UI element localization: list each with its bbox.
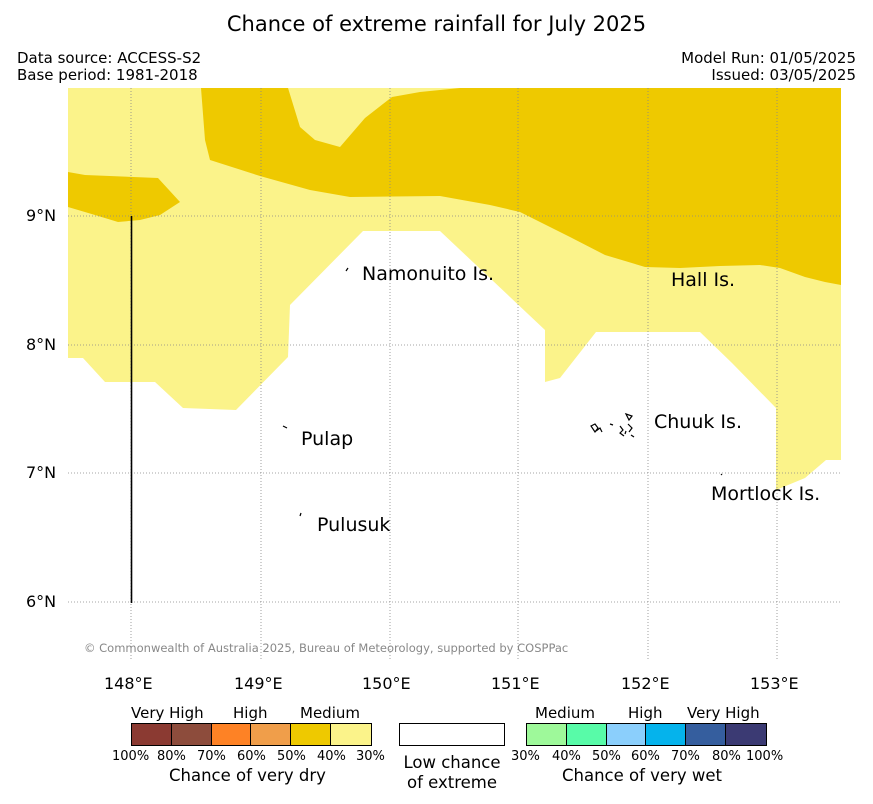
lon-label-148e: 148°E — [104, 674, 153, 693]
wet-tick-30: 30% — [511, 749, 540, 764]
dry-tick-50: 50% — [277, 749, 306, 764]
wet-swatch-2 — [606, 724, 647, 745]
wet-swatch-0 — [527, 724, 567, 745]
pulap-island-mark — [282, 425, 288, 429]
lat-label-6n: 6°N — [26, 592, 57, 611]
chuuk-island-marks — [590, 412, 635, 438]
dry-swatch-1 — [171, 724, 212, 745]
place-namonuito: Namonuito Is. — [362, 263, 495, 285]
data-source-label: Data source: ACCESS-S2 — [17, 49, 202, 67]
wet-tick-100: 100% — [746, 749, 784, 764]
dry-swatch-2 — [211, 724, 252, 745]
issued-label: Issued: 03/05/2025 — [711, 66, 856, 84]
dry-tick-40: 40% — [317, 749, 346, 764]
model-run-label: Model Run: 01/05/2025 — [681, 49, 856, 67]
dry-tick-80: 80% — [157, 749, 186, 764]
dry-tick-60: 60% — [237, 749, 266, 764]
wet-legend-title: Chance of very wet — [562, 766, 722, 785]
wet-swatch-5 — [726, 724, 766, 745]
lon-label-150e: 150°E — [362, 674, 411, 693]
lon-label-151e: 151°E — [491, 674, 540, 693]
lat-label-9n: 9°N — [26, 206, 57, 225]
lon-label-149e: 149°E — [234, 674, 283, 693]
dry-colorbar — [131, 723, 372, 746]
dry-cat-high: High — [233, 704, 268, 722]
neutral-label-line1: Low chance — [403, 753, 501, 772]
wet-tick-40: 40% — [552, 749, 581, 764]
place-hall: Hall Is. — [671, 269, 736, 291]
mortlock-island-mark — [720, 473, 723, 476]
dry-cat-medium: Medium — [300, 704, 360, 722]
dry-tick-30: 30% — [356, 749, 385, 764]
dry-swatch-3 — [251, 724, 292, 745]
place-pulap: Pulap — [301, 428, 354, 450]
wet-cat-very-high: Very High — [687, 704, 760, 722]
lat-label-7n: 7°N — [26, 463, 57, 482]
wet-colorbar — [526, 723, 767, 746]
dry-medium-region-dark-west — [68, 172, 180, 222]
wet-cat-medium: Medium — [535, 704, 595, 722]
wet-tick-80: 80% — [712, 749, 741, 764]
wet-tick-60: 60% — [631, 749, 660, 764]
copyright-notice: © Commonwealth of Australia 2025, Bureau… — [84, 641, 569, 655]
wet-tick-50: 50% — [592, 749, 621, 764]
wet-swatch-1 — [566, 724, 607, 745]
wet-cat-high: High — [628, 704, 663, 722]
wet-tick-70: 70% — [671, 749, 700, 764]
place-mortlock: Mortlock Is. — [711, 483, 821, 505]
island-marks — [282, 267, 723, 517]
dry-tick-70: 70% — [197, 749, 226, 764]
wet-swatch-3 — [646, 724, 687, 745]
dry-medium-region-dark — [201, 88, 841, 285]
dry-swatch-0 — [132, 724, 172, 745]
neutral-swatch — [399, 723, 505, 746]
base-period-label: Base period: 1981-2018 — [17, 66, 198, 84]
dry-legend-title: Chance of very dry — [169, 766, 326, 785]
place-chuuk: Chuuk Is. — [654, 411, 742, 433]
neutral-label-line2: of extreme — [406, 773, 498, 792]
dry-cat-very-high: Very High — [131, 704, 204, 722]
wet-swatch-4 — [686, 724, 727, 745]
lon-label-153e: 153°E — [750, 674, 799, 693]
lat-label-8n: 8°N — [26, 335, 57, 354]
map-title: Chance of extreme rainfall for July 2025 — [226, 12, 647, 36]
dry-swatch-5 — [331, 724, 371, 745]
dry-tick-100: 100% — [112, 749, 150, 764]
dry-swatch-4 — [291, 724, 332, 745]
namonuito-island-mark — [345, 267, 349, 272]
lon-label-152e: 152°E — [621, 674, 670, 693]
pulusuk-island-mark — [299, 512, 302, 517]
place-pulusuk: Pulusuk — [317, 514, 391, 536]
